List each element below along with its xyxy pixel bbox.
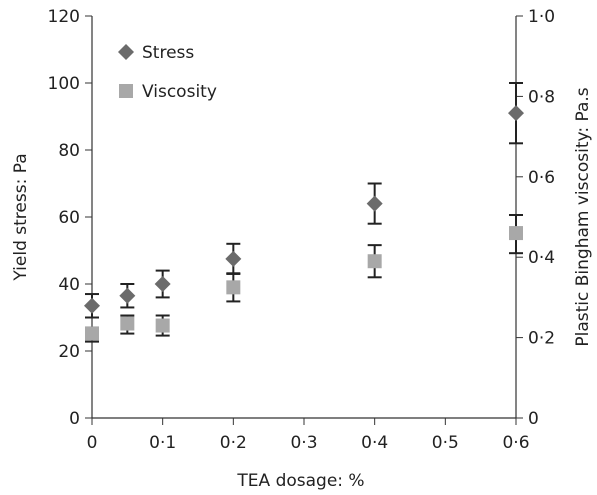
legend-viscosity-label: Viscosity bbox=[142, 82, 217, 102]
ticks-layer: 0 0·1 0·2 0·3 0·4 0·5 0·6 0 20 40 60 80 100 120 0 0·2 0·… bbox=[48, 7, 556, 453]
viscosity-point bbox=[367, 254, 382, 269]
stress-point bbox=[366, 195, 383, 212]
y-tick-label-left: 60 bbox=[58, 208, 80, 228]
x-tick-label: 0·3 bbox=[290, 433, 317, 453]
x-tick-label: 0·2 bbox=[220, 433, 247, 453]
legend-viscosity-marker bbox=[119, 84, 133, 98]
y-tick-label-left: 40 bbox=[58, 275, 80, 295]
y-tick-label-right: 0·6 bbox=[528, 168, 555, 188]
x-tick-label: 0·1 bbox=[149, 433, 176, 453]
y-tick-label-left: 20 bbox=[58, 342, 80, 362]
x-tick-label: 0·6 bbox=[502, 433, 529, 453]
y-tick-label-right: 0·4 bbox=[528, 248, 555, 268]
stress-point bbox=[225, 250, 242, 267]
markers-layer bbox=[84, 105, 524, 341]
y-tick-label-right: 0·2 bbox=[528, 329, 555, 349]
viscosity-point bbox=[120, 316, 135, 331]
viscosity-point bbox=[85, 326, 99, 341]
stress-point bbox=[84, 297, 100, 314]
legend: Stress Viscosity bbox=[118, 43, 217, 102]
stress-point bbox=[119, 287, 136, 304]
x-tick-label: 0 bbox=[87, 433, 98, 453]
y-tick-label-left: 100 bbox=[48, 74, 80, 94]
y-axis-title-left: Yield stress: Pa bbox=[11, 153, 31, 281]
viscosity-point bbox=[155, 318, 170, 333]
x-tick-label: 0·5 bbox=[432, 433, 459, 453]
y-tick-label-left: 0 bbox=[69, 409, 80, 429]
stress-point bbox=[508, 105, 524, 122]
y-tick-label-left: 80 bbox=[58, 141, 80, 161]
legend-stress-label: Stress bbox=[142, 43, 194, 63]
viscosity-point bbox=[509, 226, 523, 241]
x-axis-title: TEA dosage: % bbox=[236, 471, 364, 491]
y-tick-label-left: 120 bbox=[48, 7, 80, 27]
legend-stress-marker bbox=[118, 44, 134, 60]
stress-point bbox=[154, 276, 171, 292]
y-tick-label-right: 1·0 bbox=[528, 7, 555, 27]
y-tick-label-right: 0·8 bbox=[528, 87, 555, 107]
y-axis-title-right: Plastic Bingham viscosity: Pa.s bbox=[573, 87, 593, 346]
viscosity-point bbox=[226, 280, 241, 295]
y-tick-label-right: 0 bbox=[528, 409, 539, 429]
x-tick-label: 0·4 bbox=[361, 433, 388, 453]
errorbars-layer bbox=[85, 82, 523, 343]
